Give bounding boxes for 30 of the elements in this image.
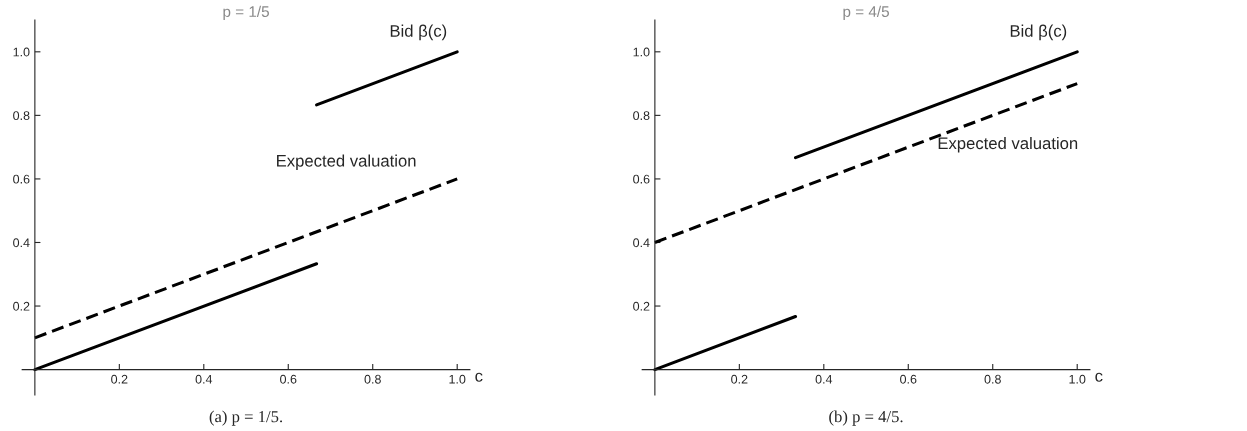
x-axis-title: c [1095, 372, 1103, 382]
y-tick-label: 0.4 [633, 238, 650, 248]
series-label: Bid β(c) [1010, 24, 1067, 41]
y-tick-label: 0.6 [13, 174, 30, 184]
text: (a) p = 1/5. [209, 410, 283, 426]
x-tick-label: 0.8 [984, 374, 1001, 384]
x-tick-label: 0.6 [900, 374, 917, 384]
x-tick-label: 0.8 [364, 374, 381, 384]
series-label: Expected valuation [938, 136, 1078, 153]
x-axis-title: c [475, 372, 483, 382]
chart-title: p = 1/5 [223, 5, 269, 21]
y-tick-label: 0.2 [13, 301, 30, 311]
x-tick-label: 0.2 [731, 374, 748, 384]
x-tick-label: 0.4 [815, 374, 833, 384]
x-tick-label: 1.0 [449, 374, 466, 384]
y-tick-label: 0.2 [633, 301, 650, 311]
series-label: Bid β(c) [390, 24, 447, 41]
text: (b) p = 4/5. [829, 410, 903, 426]
y-tick-label: 0.8 [13, 111, 30, 121]
x-tick-label: 0.6 [280, 374, 297, 384]
y-tick-label: 0.6 [633, 174, 650, 184]
y-tick-label: 0.4 [13, 238, 30, 248]
x-tick-label: 0.4 [195, 374, 213, 384]
y-tick-label: 1.0 [13, 47, 30, 57]
x-tick-label: 0.2 [111, 374, 128, 384]
x-tick-label: 1.0 [1069, 374, 1086, 384]
y-tick-label: 1.0 [633, 47, 650, 57]
y-tick-label: 0.8 [633, 111, 650, 121]
series-label: Expected valuation [277, 154, 416, 171]
chart-title: p = 4/5 [843, 5, 889, 21]
